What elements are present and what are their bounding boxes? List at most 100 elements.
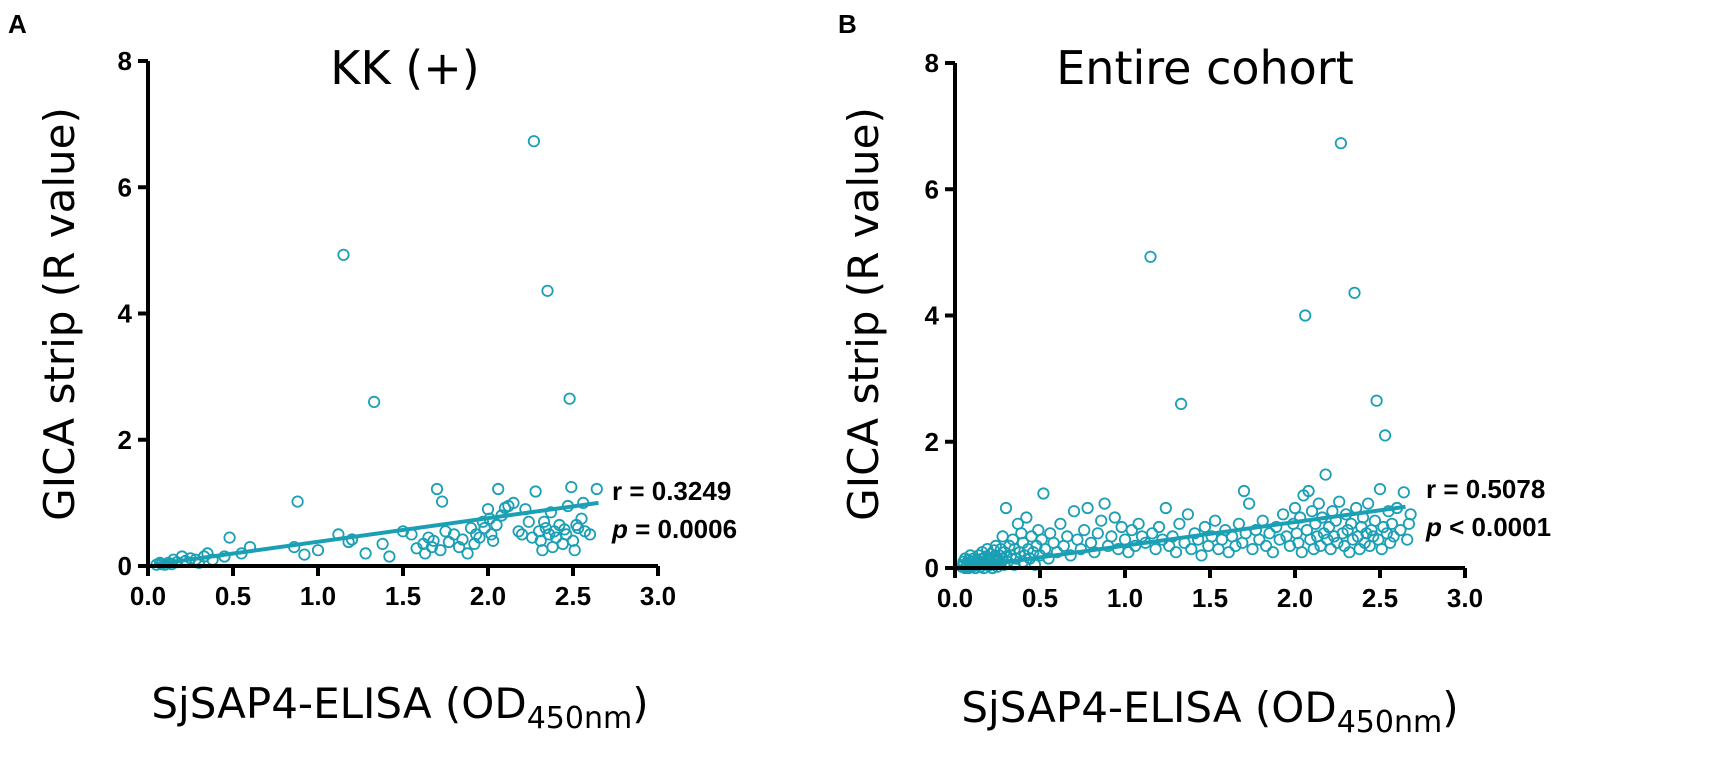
panel-b-point: [1305, 505, 1319, 518]
panel-a-y-tick-label: 4: [118, 299, 133, 329]
panel-a-x-tick-label: 3.0: [640, 581, 676, 611]
panel-b-p-stat: p < 0.0001: [1425, 512, 1551, 542]
panel-b-point: [1020, 511, 1033, 524]
panel-b-x-tick-label: 1.0: [1107, 583, 1143, 613]
panel-b-x-axis-label-sub: 450nm: [1337, 705, 1443, 740]
panel-b-regression-line: [963, 504, 1406, 570]
panel-b-point: [1263, 527, 1276, 540]
panel-a-point: [456, 533, 469, 546]
panel-b-point: [1181, 508, 1195, 521]
panel-b-point: [1246, 542, 1259, 556]
panel-a-x-tick-label: 2.5: [555, 581, 591, 611]
panel-b-point: [1307, 542, 1320, 556]
panel-b-point: [1195, 549, 1208, 562]
panel-a-r-stat: r = 0.3249: [612, 476, 731, 506]
panel-b-x-tick-label: 1.5: [1192, 583, 1228, 613]
panel-b-y-tick-label: 0: [925, 553, 939, 583]
panel-a-point: [512, 525, 525, 538]
panel-b-point: [1122, 546, 1135, 559]
panel-a-point: [563, 392, 576, 405]
panel-a-point: [575, 512, 588, 525]
panel-a-p-op: =: [628, 514, 658, 544]
panel-b-point: [1115, 520, 1128, 534]
panel-b-point: [1401, 533, 1414, 546]
panel-b-point: [1237, 484, 1251, 498]
panel-b-point: [1067, 505, 1081, 518]
panel-a-point: [590, 482, 603, 496]
panel-a-point: [560, 528, 573, 541]
panel-b-point: [1302, 484, 1315, 498]
panel-b-x-axis-label-main: SjSAP4-ELISA (OD: [961, 683, 1336, 732]
panel-b-x-tick-label: 0.0: [937, 583, 973, 613]
panel-b-x-tick-label: 0.5: [1022, 583, 1058, 613]
panel-b-point: [1334, 137, 1348, 150]
panel-b-point: [996, 530, 1009, 543]
panel-b-points: [955, 137, 1417, 575]
panel-b-point: [1379, 429, 1392, 442]
panel-b-point: [1222, 546, 1235, 559]
panel-b-point: [1105, 530, 1118, 543]
panel-a-point: [558, 523, 571, 536]
panel-b-point: [1198, 520, 1212, 534]
panel-b-y-tick-label: 6: [925, 174, 939, 204]
panel-a-axes: [146, 61, 658, 568]
panel-b-point: [999, 501, 1013, 515]
panel-b-point: [1375, 542, 1388, 556]
panel-a-point: [223, 531, 236, 544]
panel-a-points: [150, 135, 603, 571]
panel-b-point: [1402, 517, 1416, 530]
panel-b-point: [1341, 523, 1354, 537]
panel-a-point: [537, 515, 551, 528]
panel-a-y-tick-label: 8: [118, 46, 132, 76]
panel-b-point: [1277, 508, 1290, 521]
panel-a-point: [507, 496, 520, 509]
panel-b-point: [1322, 520, 1336, 534]
panel-b-point: [1050, 546, 1064, 559]
panel-b-point: [1159, 501, 1172, 515]
panel-a-point: [527, 135, 541, 148]
panel-b-point: [1152, 520, 1166, 534]
panel-a-point: [430, 482, 444, 496]
panel-b-point: [1312, 497, 1325, 510]
panel-b-point: [1295, 546, 1308, 559]
panel-a-point: [583, 528, 597, 541]
panel-b-point: [1333, 495, 1346, 508]
panel-b-ticks: 0.0 0.5 1.0 1.5 2.0 2.5 3.0 0 2 4 6 8: [925, 48, 1484, 613]
panel-b-point: [1387, 530, 1400, 543]
panel-a-point: [291, 495, 304, 508]
panel-a-y-tick-label: 6: [118, 172, 132, 202]
panel-a-ticks: 0.0 0.5 1.0 1.5 2.0 2.5 3.0 0 2 4 6 8: [118, 46, 677, 611]
panel-b-point: [1397, 486, 1410, 499]
panel-a-regression-line: [156, 500, 599, 567]
panel-b-point: [1015, 527, 1028, 540]
panel-a-point: [461, 547, 474, 560]
panel-b-p-label: p: [1425, 512, 1442, 542]
panel-b-point: [1260, 539, 1273, 553]
panel-a-y-axis-label: GICA strip (R value): [35, 107, 84, 521]
panel-b-point: [1209, 514, 1222, 527]
panel-b-point: [1185, 542, 1198, 556]
panel-a-x-tick-label: 1.0: [300, 581, 336, 611]
panel-a-point: [298, 548, 311, 561]
panel-b-axes: [953, 63, 1465, 570]
panel-a-point: [442, 535, 455, 549]
panel-b-letter: B: [838, 9, 857, 39]
panel-b-point: [1061, 530, 1074, 543]
panel-b-point: [1348, 286, 1361, 299]
panel-a-point: [481, 503, 495, 516]
panel-a-p-stat: p = 0.0006: [611, 514, 737, 544]
panel-a-point: [565, 480, 578, 494]
panel-b-y-tick-label: 2: [925, 427, 939, 457]
panel-a-point: [452, 540, 466, 554]
panel-a-x-tick-label: 0.0: [130, 581, 166, 611]
panel-b-point: [1290, 527, 1303, 540]
panel-a-x-axis-label: SjSAP4-ELISA (OD450nm): [151, 679, 648, 736]
panel-b-title: Entire cohort: [1056, 41, 1354, 95]
panel-b-r-value: 0.5078: [1466, 474, 1546, 504]
panel-a-x-tick-label: 2.0: [470, 581, 506, 611]
panel-a-x-tick-label: 1.5: [385, 581, 421, 611]
panel-a-y-tick-label: 2: [118, 425, 132, 455]
panel-b-point: [1368, 514, 1382, 527]
panel-a-point: [311, 544, 325, 557]
